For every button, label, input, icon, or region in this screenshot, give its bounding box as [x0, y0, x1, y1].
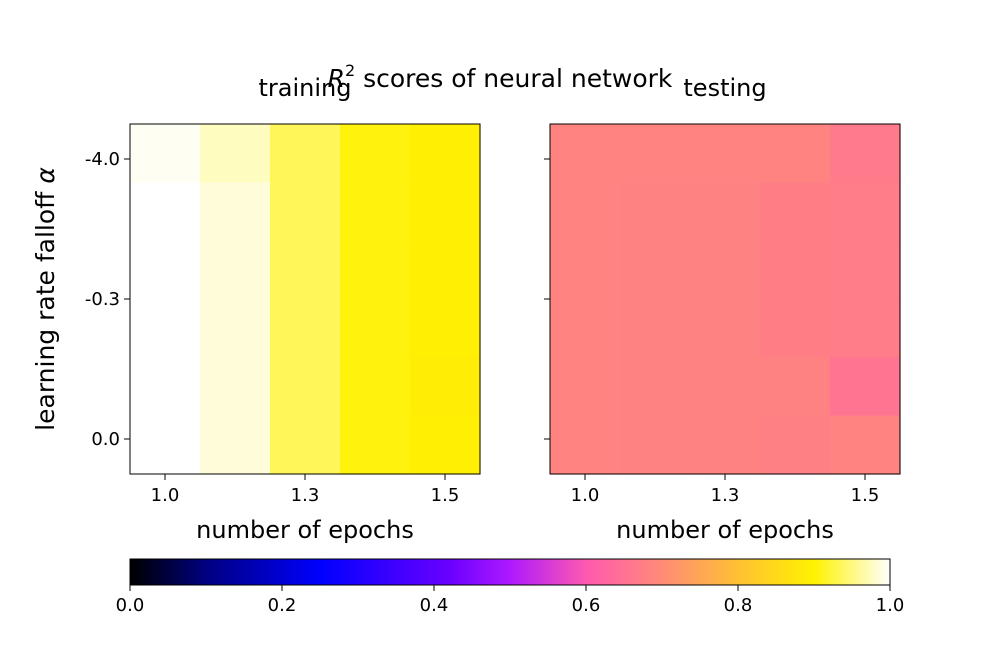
panel-title: testing	[683, 74, 766, 102]
heatmap-cell	[830, 415, 901, 475]
heatmap-cell	[550, 182, 621, 242]
heatmap-cell	[760, 415, 831, 475]
x-axis-label: number of epochs	[196, 516, 414, 544]
heatmap-cell	[270, 182, 341, 242]
heatmap-cell	[550, 124, 621, 183]
heatmap-cell	[200, 299, 271, 358]
colorbar-tick-label: 0.8	[724, 595, 753, 616]
panel-title: training	[259, 74, 352, 102]
colorbar-gradient	[129, 558, 891, 586]
heatmap-cell	[690, 182, 761, 242]
heatmap-cell	[200, 240, 271, 300]
colorbar-ticks: 0.0 0.2 0.4 0.6 0.8 1.0	[116, 585, 905, 616]
y-tick-label: -4.0	[85, 149, 120, 170]
heatmap-cell	[690, 240, 761, 300]
colorbar: 0.0 0.2 0.4 0.6 0.8 1.0	[116, 558, 905, 616]
heatmap-cell	[200, 124, 271, 183]
testing-heatmap: testing 1.0 1.3 1.5 number of epochs	[544, 74, 901, 544]
heatmap-cell	[830, 357, 901, 417]
x-axis-label: number of epochs	[616, 516, 834, 544]
heatmap-cell	[270, 357, 341, 417]
y-tick-label: 0.0	[91, 429, 120, 450]
colorbar-tick-label: 0.2	[268, 595, 297, 616]
heatmap-cell	[620, 357, 691, 417]
heatmap-cell	[760, 182, 831, 242]
heatmap-cell	[270, 240, 341, 300]
x-tick-label: 1.3	[711, 485, 740, 506]
heatmap-cell	[690, 415, 761, 475]
x-tick-label: 1.3	[291, 485, 320, 506]
heatmap-cell	[620, 240, 691, 300]
heatmap-cell	[550, 415, 621, 475]
heatmap-cell	[830, 299, 901, 358]
heatmap-cell	[760, 240, 831, 300]
heatmap-cell	[410, 124, 481, 183]
heatmap-cell	[410, 240, 481, 300]
x-tick-label: 1.0	[571, 485, 600, 506]
heatmap-cell	[620, 299, 691, 358]
heatmap-cell	[830, 124, 901, 183]
heatmap-cell	[760, 299, 831, 358]
heatmap-cell	[200, 357, 271, 417]
y-axis-label: learning rate falloff α	[31, 167, 60, 431]
heatmap-cell	[690, 299, 761, 358]
colorbar-tick-label: 0.6	[572, 595, 601, 616]
heatmap-cell	[130, 124, 201, 183]
heatmap-cell	[830, 182, 901, 242]
heatmap-cell	[410, 415, 481, 475]
heatmap-cell	[340, 182, 411, 242]
heatmap-cell	[130, 415, 201, 475]
heatmap-cell	[340, 415, 411, 475]
heatmap-cell	[410, 357, 481, 417]
x-tick-label: 1.0	[151, 485, 180, 506]
heatmap-cell	[550, 240, 621, 300]
heatmap-cell	[690, 357, 761, 417]
figure-title: R2 scores of neural network	[328, 61, 673, 93]
heatmap-cell	[340, 124, 411, 183]
x-tick-label: 1.5	[851, 485, 880, 506]
heatmap-cell	[550, 357, 621, 417]
y-tick-label: -0.3	[85, 289, 120, 310]
heatmap-cell	[410, 182, 481, 242]
heatmap-cell	[340, 299, 411, 358]
heatmap-cell	[270, 415, 341, 475]
heatmap-cell	[340, 357, 411, 417]
heatmap-cell	[620, 124, 691, 183]
heatmap-cell	[200, 182, 271, 242]
colorbar-tick-label: 0.0	[116, 595, 145, 616]
x-tick-label: 1.5	[431, 485, 460, 506]
heatmap-cell	[200, 415, 271, 475]
heatmap-cell	[550, 299, 621, 358]
training-heatmap: training 1.0 1.3 1.5 -4.0 -0.3 0.0 number of ep…	[85, 74, 481, 544]
heatmap-cell	[130, 240, 201, 300]
heatmap-cell	[830, 240, 901, 300]
heatmap-cell	[130, 182, 201, 242]
heatmap-cell	[620, 182, 691, 242]
heatmap-cell	[690, 124, 761, 183]
heatmap-cell	[130, 357, 201, 417]
heatmap-cell	[340, 240, 411, 300]
colorbar-tick-label: 0.4	[420, 595, 449, 616]
heatmap-cell	[620, 415, 691, 475]
heatmap-cell	[760, 357, 831, 417]
heatmap-cell	[130, 299, 201, 358]
heatmap-cell	[760, 124, 831, 183]
heatmap-cell	[270, 299, 341, 358]
colorbar-tick-label: 1.0	[876, 595, 905, 616]
heatmap-cell	[410, 299, 481, 358]
heatmap-cell	[270, 124, 341, 183]
